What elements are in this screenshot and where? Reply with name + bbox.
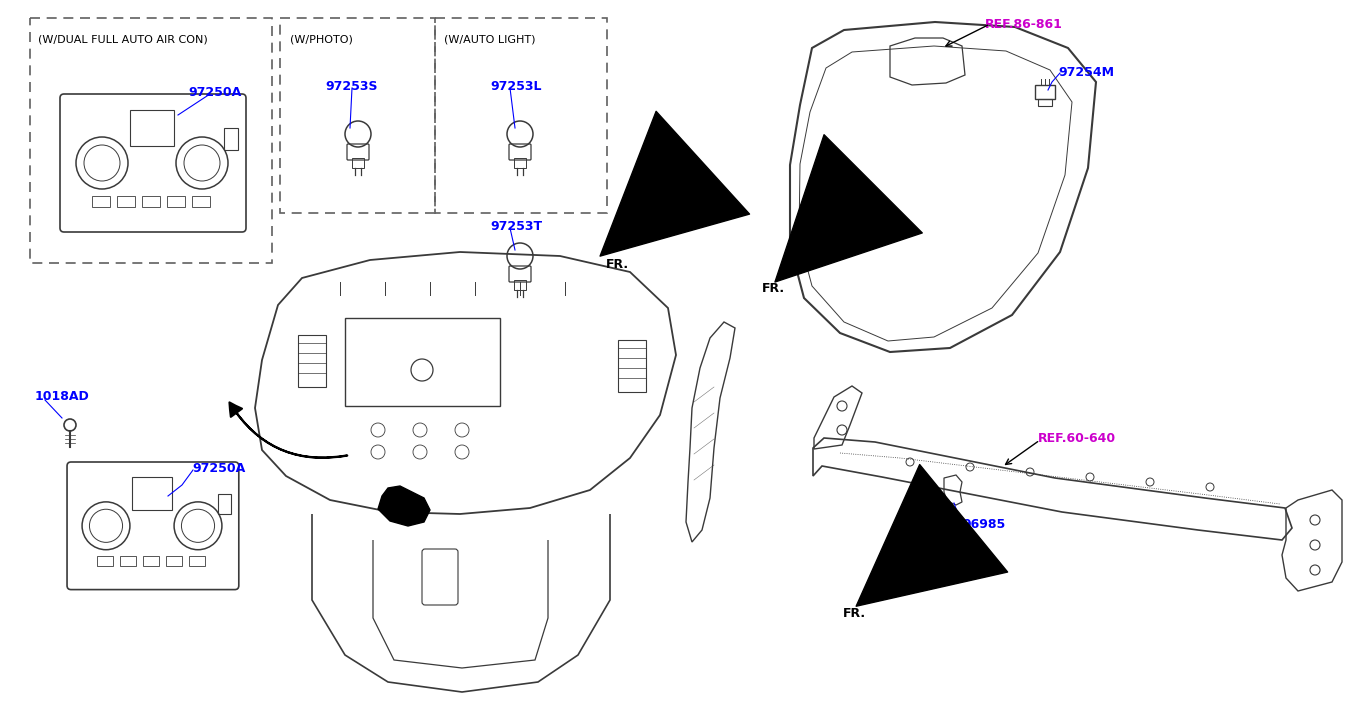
Bar — [143, 556, 159, 566]
Bar — [1038, 99, 1052, 106]
Text: FR.: FR. — [607, 258, 630, 271]
Bar — [130, 110, 174, 146]
Text: 97250A: 97250A — [192, 462, 246, 475]
FancyArrowPatch shape — [230, 402, 347, 458]
Text: (W/PHOTO): (W/PHOTO) — [290, 34, 353, 44]
Bar — [168, 196, 185, 207]
Bar — [513, 158, 526, 168]
Bar — [30, 18, 272, 263]
Bar — [92, 196, 109, 207]
Text: 1018AD: 1018AD — [35, 390, 89, 403]
Bar — [166, 556, 182, 566]
Text: 97253S: 97253S — [326, 80, 377, 93]
Text: REF.86-861: REF.86-861 — [985, 18, 1063, 31]
Text: REF.60-640: REF.60-640 — [1038, 432, 1116, 445]
Polygon shape — [378, 486, 430, 526]
Bar — [345, 318, 500, 406]
Text: FR.: FR. — [762, 282, 785, 295]
Bar — [189, 556, 205, 566]
Bar — [219, 494, 231, 514]
Bar — [353, 158, 363, 168]
Text: 97253T: 97253T — [490, 220, 542, 233]
Text: 97250A: 97250A — [188, 86, 242, 99]
Text: (W/DUAL FULL AUTO AIR CON): (W/DUAL FULL AUTO AIR CON) — [38, 34, 208, 44]
Bar — [280, 18, 435, 213]
Bar — [224, 128, 238, 150]
Bar — [118, 196, 135, 207]
Text: 97254M: 97254M — [1058, 66, 1115, 79]
Bar — [192, 196, 209, 207]
Bar — [142, 196, 159, 207]
Bar — [513, 280, 526, 290]
Bar — [132, 477, 172, 510]
Bar — [435, 18, 607, 213]
Bar — [1035, 85, 1055, 99]
Text: FR.: FR. — [843, 607, 866, 620]
Bar — [299, 335, 326, 387]
Bar — [617, 340, 646, 392]
Bar — [120, 556, 136, 566]
Text: 97253L: 97253L — [490, 80, 542, 93]
Bar — [97, 556, 113, 566]
Text: 96985: 96985 — [962, 518, 1005, 531]
Text: (W/AUTO LIGHT): (W/AUTO LIGHT) — [444, 34, 535, 44]
